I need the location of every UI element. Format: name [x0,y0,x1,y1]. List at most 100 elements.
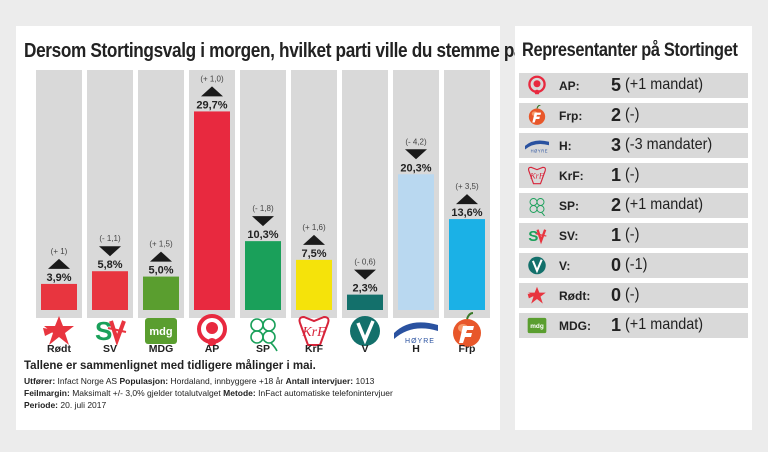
data-label: 5,0% [148,265,173,277]
data-label: 5,8% [97,259,122,271]
v-icon [528,256,546,275]
mdg-icon: mdg [527,317,547,334]
rep-change: (+1 mandat) [625,316,704,333]
rep-row: mdg MDG: 1 (+1 mandat) [519,313,748,338]
change-label: (- 1,1) [99,234,121,243]
rep-party: MDG: [559,319,591,333]
column-background [342,70,388,318]
rep-count: 1 [611,225,622,245]
mdg-logo-text: mdg [149,326,172,338]
bar [449,219,485,310]
change-label: (- 4,2) [405,137,427,146]
rep-count: 3 [611,135,622,155]
rep-change: (-) [625,166,640,183]
representatives-title: Representanter på Stortinget [522,40,738,61]
rodt-logo-icon [43,316,74,345]
bar [398,174,434,310]
change-label: (+ 1) [51,247,68,256]
column-background [36,70,82,318]
rep-count: 2 [611,105,622,125]
krf-logo-text: KrF [529,171,545,180]
arrow-up-icon [456,194,478,205]
sv-logo-s: S [528,228,538,245]
change-label: (+ 1,5) [149,240,173,249]
data-label: 13,6% [451,207,482,219]
representatives-panel: Representanter på Stortinget AP: 5 (+1 man… [515,26,752,430]
rep-party: H: [559,139,572,153]
rep-row: AP: 5 (+1 mandat) [519,73,748,98]
bar-column-7: 2,3% (- 0,6) V [342,70,388,355]
rep-row: KrF KrF: 1 (-) [519,163,748,188]
rep-row: Rødt: 0 (-) [519,283,748,308]
arrow-down-icon [354,269,376,280]
frp-logo-icon [453,312,481,347]
data-label: 2,3% [352,283,377,295]
bar-column-1: 3,9% (+ 1) Rødt [36,70,82,355]
rep-party: Frp: [559,109,583,123]
data-label: 29,7% [196,99,227,111]
arrow-down-icon [405,149,427,160]
rep-count: 1 [611,165,622,185]
change-label: (+ 1,6) [302,223,326,232]
arrow-up-icon [150,251,172,262]
rep-party: KrF: [559,169,584,183]
rep-change: (-) [625,226,640,243]
bar-column-5: 10,3% (- 1,8) SP [240,70,286,355]
rep-row: Frp: 2 (-) [519,103,748,128]
bar-chart: 3,9% (+ 1) Rødt 5,8% (- 1,1) SSV 5,0% (+ 1,5) md… [36,70,490,355]
data-label: 7,5% [301,248,326,260]
v-logo-icon [350,316,380,346]
rep-change: (-3 mandater) [625,136,713,153]
mdg-logo-icon: mdg [145,318,177,344]
sv-logo-icon: S [95,316,127,347]
rep-count: 2 [611,195,622,215]
rodt-star-icon [527,286,546,304]
bar [194,111,230,310]
footnote-line-3: Periode: 20. juli 2017 [24,400,107,410]
bar-column-6: 7,5% (+ 1,6) KrF KrF [291,70,337,355]
rep-change: (+1 mandat) [625,196,704,213]
arrow-up-icon [303,234,325,245]
category-label: H [412,343,420,355]
mdg-logo-text: mdg [530,323,544,330]
h-logo-icon: HØYRE [394,322,438,345]
bar [41,283,77,310]
rep-row: SP: 2 (+1 mandat) [519,193,748,218]
bar-column-4: 29,7% (+ 1,0) AP [189,70,235,355]
frp-apple-icon [528,105,546,125]
rep-change: (-) [625,286,640,303]
rep-count: 1 [611,315,622,335]
comparison-note: Tallene er sammenlignet med tidligere må… [24,360,316,372]
sv-logo-s: S [95,316,112,346]
data-label: 10,3% [247,229,278,241]
category-label: SV [103,343,117,355]
category-label: Rødt [47,343,71,355]
rep-row: S SV: 1 (-) [519,223,748,248]
bar-column-2: 5,8% (- 1,1) SSV [87,70,133,355]
rep-change: (-) [625,106,640,123]
bar [245,241,281,310]
data-label: 3,9% [46,272,71,284]
arrow-up-icon [201,86,223,97]
category-label: AP [205,343,220,355]
footnote-line-1: Utfører: Infact Norge AS Populasjon: Hor… [24,376,375,386]
poll-chart-panel: Dersom Stortingsvalg i morgen, hvilket p… [16,26,558,430]
data-label: 20,3% [400,162,431,174]
category-label: SP [256,343,270,355]
change-label: (- 0,6) [354,258,376,267]
category-label: V [361,343,368,355]
arrow-down-icon [99,246,121,257]
footnote-line-2: Feilmargin: Maksimalt +/- 3,0% gjelder t… [24,388,393,398]
bar-column-9: 13,6% (+ 3,5) Frp [444,70,490,355]
rep-count: 5 [611,75,622,95]
chart-title: Dersom Stortingsvalg i morgen, hvilket p… [24,40,558,62]
sp-clover-icon [529,198,546,216]
rep-row: HØYRE H: 3 (-3 mandater) [519,133,748,158]
hoyre-logo-text: HØYRE [405,338,435,345]
category-label: MDG [149,343,174,355]
hoyre-logo-text: HØYRE [531,149,548,154]
rep-change: (+1 mandat) [625,76,704,93]
category-label: KrF [305,343,324,355]
rep-change: (-1) [625,256,648,273]
